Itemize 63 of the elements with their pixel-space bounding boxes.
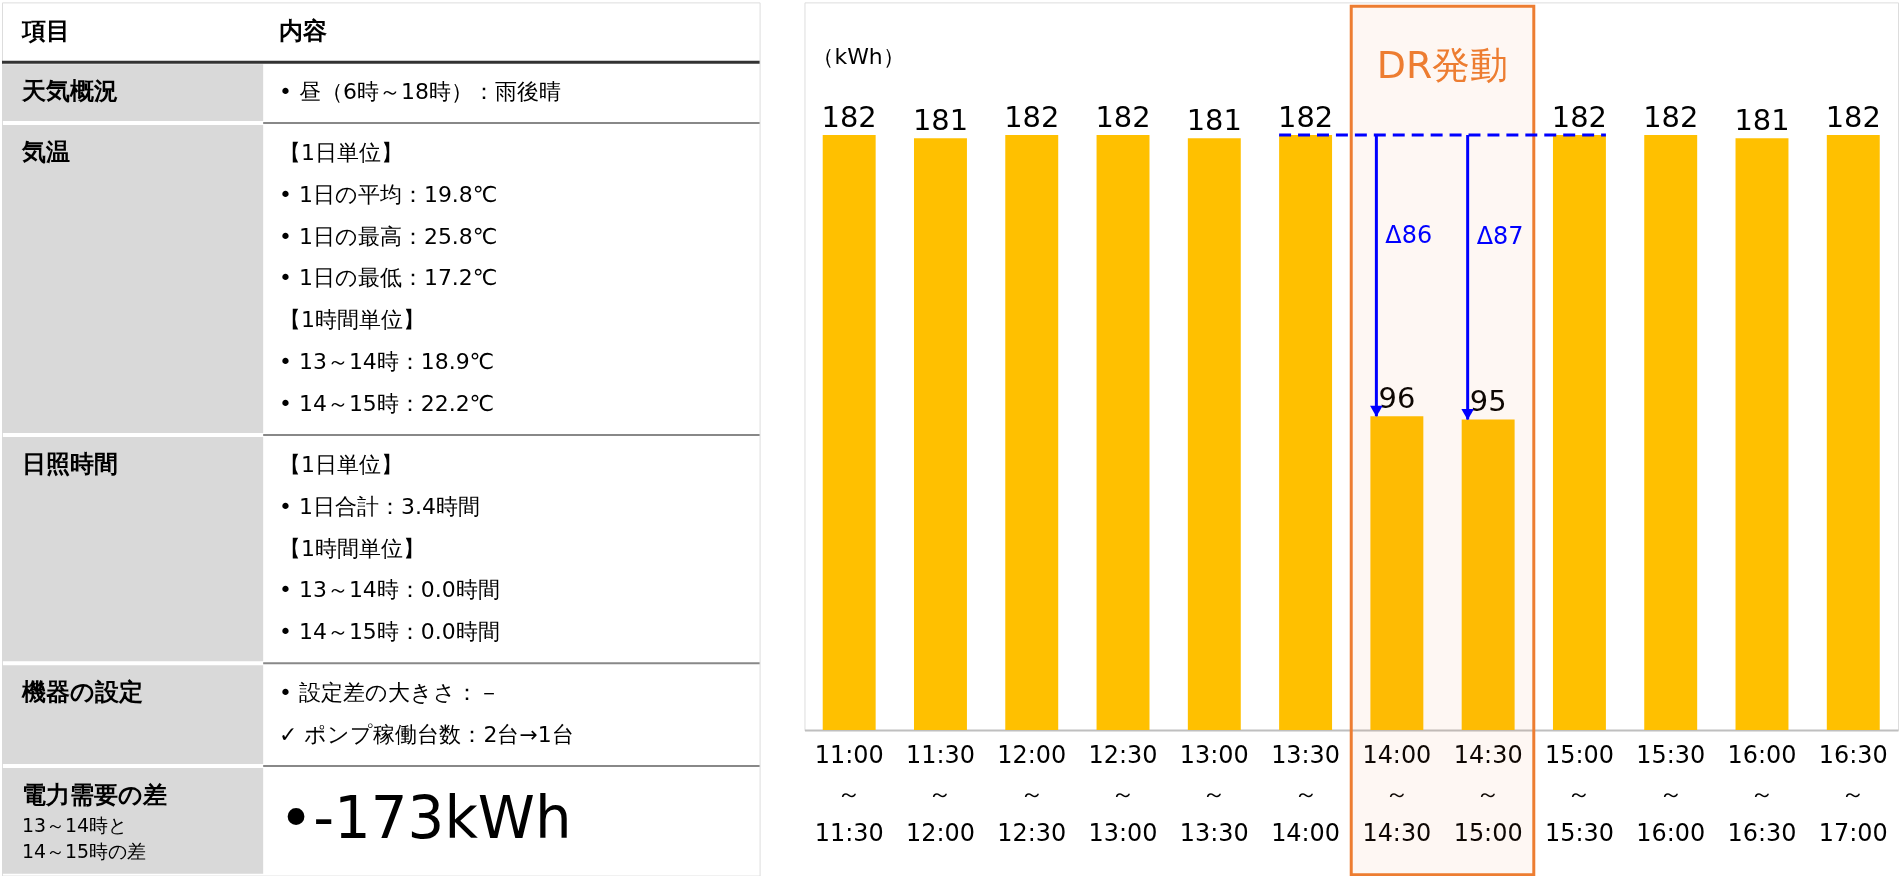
category-label: 項目 (20, 17, 70, 46)
data-label: 182 (821, 99, 877, 134)
data-label: 182 (1095, 99, 1151, 134)
bar (1370, 416, 1424, 731)
bar (1096, 134, 1150, 731)
x-tick-label: 16:00 ～ 16:30 (1727, 741, 1797, 848)
x-tick-label: 15:30 ～ 16:00 (1636, 741, 1706, 848)
text: • 1日の最高：25.8℃ (279, 223, 498, 249)
bar (822, 134, 876, 731)
x-tick-label: 15:00 ～ 15:30 (1544, 741, 1614, 848)
x-tick-label: 13:00 ～ 13:30 (1179, 741, 1249, 848)
data-label: 95 (1469, 384, 1507, 419)
x-tick-label: 12:00 ～ 12:30 (997, 741, 1067, 848)
annotation: Δ86 (1385, 221, 1433, 250)
data-label: 181 (912, 103, 969, 138)
category-label: 日照時間 (21, 449, 118, 478)
bar (1826, 134, 1880, 731)
bar (914, 138, 967, 731)
text: • 1日の平均：19.8℃ (279, 181, 498, 207)
text: ✓ ポンプ稼働台数：2台→1台 (279, 722, 574, 748)
y-axis-title: （kWh） (812, 44, 905, 70)
data-label: 181 (1186, 103, 1242, 138)
category-label: 気温 (21, 137, 70, 166)
text: • 1日合計：3.4時間 (279, 493, 480, 519)
text: 【1日単位】 (279, 139, 404, 165)
annotation: Δ87 (1476, 222, 1524, 251)
text: •-173kWh (279, 783, 572, 852)
text: • 13～14時：0.0時間 (279, 577, 500, 603)
bar (1005, 134, 1059, 731)
band-label: DR発動 (1376, 43, 1509, 88)
data-label: 182 (1551, 99, 1608, 134)
text: • 14～15時：0.0時間 (279, 619, 500, 645)
text: • 13～14時：18.9℃ (279, 349, 495, 375)
text: • 1日の最低：17.2℃ (279, 265, 498, 291)
data-label: 182 (1278, 99, 1334, 134)
bar (1644, 134, 1698, 731)
category-label: 機器の設定 (21, 678, 143, 707)
x-tick-label: 16:30 ～ 17:00 (1818, 741, 1888, 848)
data-label: 96 (1378, 381, 1416, 416)
x-tick-label: 14:00 ～ 14:30 (1362, 741, 1432, 848)
bar (1735, 138, 1789, 731)
data-label: 182 (1825, 99, 1881, 134)
bar (1461, 419, 1515, 731)
x-tick-label: 12:30 ～ 13:00 (1088, 741, 1158, 848)
text: 【1時間単位】 (279, 535, 426, 561)
text: 【1日単位】 (279, 451, 404, 477)
bar (1279, 134, 1333, 731)
bar (1187, 138, 1241, 731)
x-tick-label: 13:30 ～ 14:00 (1271, 741, 1341, 848)
text: • 14～15時：22.2℃ (279, 391, 495, 417)
bar (1552, 134, 1606, 731)
x-tick-label: 11:30 ～ 12:00 (906, 741, 975, 848)
category-label: 天気概況 (21, 77, 118, 106)
x-tick-label: 14:30 ～ 15:00 (1453, 741, 1523, 848)
data-label: 181 (1734, 103, 1790, 138)
data-label: 182 (1643, 99, 1699, 134)
category-label: 内容 (279, 17, 328, 46)
text: 【1時間単位】 (279, 307, 426, 333)
data-label: 182 (1004, 99, 1060, 134)
x-tick-label: 11:00 ～ 11:30 (814, 741, 884, 848)
category-label: 電力需要の差 13～14時と 14～15時の差 (21, 780, 167, 862)
text: • 設定差の大きさ：－ (279, 680, 501, 706)
text: • 昼（6時～18時）：雨後晴 (279, 79, 561, 105)
